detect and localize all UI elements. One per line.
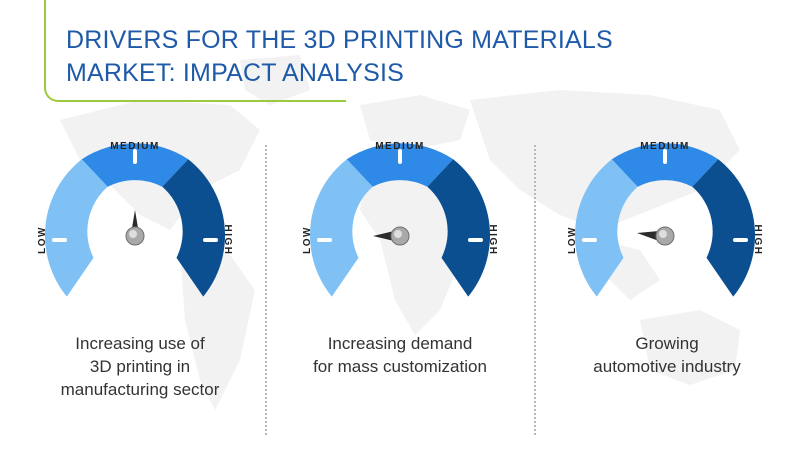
gauge-segment-low <box>574 159 638 297</box>
label-high: HIGH <box>222 225 233 256</box>
title-line-1: DRIVERS FOR THE 3D PRINTING MATERIALS <box>66 26 613 54</box>
gauge-pivot-highlight <box>394 230 402 238</box>
caption-line: Growing <box>635 334 699 353</box>
gauge-segment-high <box>692 159 756 297</box>
gauge-segment-medium <box>611 143 719 187</box>
label-low: LOW <box>567 226 578 254</box>
gauge-segment-medium <box>346 143 454 187</box>
impact-gauge-2: MEDIUM LOW HIGH <box>302 141 498 297</box>
driver-caption-3: Growing automotive industry <box>537 332 797 378</box>
gauge-needle <box>373 231 394 241</box>
gauge-segment-low <box>309 159 373 297</box>
gauge-pivot-highlight <box>129 230 137 238</box>
caption-line: automotive industry <box>593 357 741 376</box>
column-divider-1 <box>265 145 267 435</box>
caption-line: Increasing demand <box>327 334 473 353</box>
title-accent-frame <box>44 0 346 102</box>
caption-line: Increasing use of <box>75 334 205 353</box>
gauge-pivot-highlight <box>659 230 667 238</box>
label-low: LOW <box>302 226 313 254</box>
driver-caption-1: Increasing use of 3D printing in manufac… <box>10 332 270 401</box>
caption-line: for mass customization <box>313 357 487 376</box>
label-high: HIGH <box>752 225 763 256</box>
gauge-segment-high <box>162 159 226 297</box>
impact-gauge-1: MEDIUM LOW HIGH <box>37 141 233 297</box>
caption-line: manufacturing sector <box>60 380 220 399</box>
title-line-2: MARKET: IMPACT ANALYSIS <box>66 59 405 87</box>
caption-line: 3D printing in <box>89 357 191 376</box>
label-medium: MEDIUM <box>640 141 690 152</box>
driver-caption-2: Increasing demand for mass customization <box>270 332 530 378</box>
gauge-segment-low <box>44 159 108 297</box>
gauge-segment-medium <box>81 143 189 187</box>
label-high: HIGH <box>487 225 498 256</box>
gauge-segment-high <box>427 159 491 297</box>
page-title: DRIVERS FOR THE 3D PRINTING MATERIALS MA… <box>66 24 666 90</box>
column-divider-2 <box>534 145 536 435</box>
label-medium: MEDIUM <box>375 141 425 152</box>
gauge-needle <box>637 231 659 241</box>
impact-gauge-3: MEDIUM LOW HIGH <box>567 141 763 297</box>
label-low: LOW <box>37 226 48 254</box>
label-medium: MEDIUM <box>110 141 160 152</box>
